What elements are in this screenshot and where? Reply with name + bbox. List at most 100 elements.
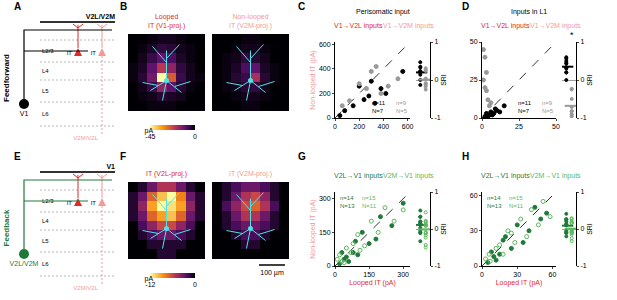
- svg-text:L5: L5: [42, 238, 49, 244]
- svg-text:0: 0: [327, 114, 331, 121]
- svg-text:V1: V1: [106, 163, 115, 170]
- svg-text:100 µm: 100 µm: [260, 269, 284, 277]
- svg-text:V2M/V2L: V2M/V2L: [73, 285, 98, 291]
- svg-text:L2/3: L2/3: [42, 48, 54, 54]
- svg-text:V1: V1: [20, 110, 29, 117]
- svg-text:pA: pA: [145, 127, 154, 135]
- svg-text:V2L/V2M: V2L/V2M: [86, 13, 115, 20]
- svg-text:F: F: [120, 151, 126, 162]
- svg-text:V2L/V2M: V2L/V2M: [10, 260, 39, 267]
- svg-text:SRI: SRI: [440, 74, 447, 86]
- svg-text:IT: IT: [91, 50, 97, 56]
- svg-text:-1: -1: [434, 262, 440, 269]
- svg-text:-1: -1: [434, 114, 440, 121]
- svg-text:Perisomatic input: Perisomatic input: [356, 8, 410, 16]
- svg-text:0: 0: [193, 133, 197, 140]
- svg-text:0: 0: [474, 262, 478, 269]
- svg-text:n=15N=11: n=15N=11: [362, 195, 377, 209]
- svg-text:0: 0: [333, 271, 337, 278]
- svg-text:V1→V2L inputs: V1→V2L inputs: [481, 22, 530, 30]
- svg-text:L4: L4: [42, 218, 49, 224]
- svg-text:V2L→V1 inputs: V2L→V1 inputs: [334, 172, 383, 180]
- svg-text:IT: IT: [67, 200, 73, 206]
- svg-text:IT: IT: [91, 200, 97, 206]
- svg-text:600: 600: [319, 41, 331, 48]
- svg-text:L5: L5: [42, 88, 49, 94]
- svg-text:LoopedIT (V1-proj.): LoopedIT (V1-proj.): [148, 13, 185, 30]
- svg-text:0: 0: [434, 76, 438, 83]
- svg-text:n=14N=13: n=14N=13: [340, 195, 355, 209]
- svg-text:1: 1: [580, 188, 584, 195]
- svg-text:IT (V2M-proj.): IT (V2M-proj.): [229, 170, 272, 178]
- svg-text:pA: pA: [145, 275, 154, 283]
- svg-text:Non-looped IT (pA): Non-looped IT (pA): [309, 50, 317, 109]
- svg-text:E: E: [14, 151, 21, 162]
- svg-text:-45: -45: [145, 133, 155, 140]
- svg-text:60: 60: [470, 192, 478, 199]
- svg-text:Feedback: Feedback: [2, 209, 11, 246]
- svg-text:0: 0: [193, 281, 197, 288]
- svg-text:0: 0: [480, 271, 484, 278]
- svg-text:Non-loopedIT (V2M-proj.): Non-loopedIT (V2M-proj.): [229, 13, 272, 30]
- svg-text:1: 1: [434, 38, 438, 45]
- svg-text:200: 200: [353, 123, 365, 130]
- svg-text:0: 0: [580, 225, 584, 232]
- svg-text:SRI: SRI: [440, 223, 447, 235]
- svg-text:150: 150: [319, 229, 331, 236]
- svg-text:V2L→V1 inputs: V2L→V1 inputs: [481, 172, 530, 180]
- svg-text:IT (V2L-proj.): IT (V2L-proj.): [146, 170, 187, 178]
- svg-text:V2M→V1 inputs: V2M→V1 inputs: [383, 172, 434, 180]
- svg-text:V2M→V1 inputs: V2M→V1 inputs: [530, 172, 581, 180]
- svg-text:Looped IT (pA): Looped IT (pA): [349, 279, 396, 287]
- svg-text:n=9N=5: n=9N=5: [542, 100, 554, 114]
- svg-text:-1: -1: [580, 114, 586, 121]
- svg-text:V1→V2M inputs: V1→V2M inputs: [530, 22, 581, 30]
- svg-text:H: H: [462, 151, 469, 162]
- svg-text:0: 0: [474, 114, 478, 121]
- svg-text:SRI: SRI: [586, 74, 593, 86]
- svg-text:V1→V2L inputs: V1→V2L inputs: [334, 22, 383, 30]
- svg-text:L4: L4: [42, 68, 49, 74]
- svg-text:1: 1: [434, 188, 438, 195]
- svg-text:30: 30: [470, 227, 478, 234]
- svg-text:600: 600: [402, 123, 414, 130]
- svg-text:n=11N=7: n=11N=7: [372, 100, 386, 114]
- svg-text:200: 200: [319, 90, 331, 97]
- svg-text:L6: L6: [42, 261, 49, 267]
- svg-text:1: 1: [580, 38, 584, 45]
- svg-text:300: 300: [397, 271, 409, 278]
- svg-text:-1: -1: [580, 262, 586, 269]
- svg-text:300: 300: [319, 195, 331, 202]
- svg-text:C: C: [298, 1, 305, 12]
- svg-text:SRI: SRI: [586, 223, 593, 235]
- svg-text:0: 0: [580, 76, 584, 83]
- svg-text:n=11N=7: n=11N=7: [518, 100, 532, 114]
- svg-text:Inputs in L1: Inputs in L1: [511, 8, 547, 16]
- svg-text:25: 25: [470, 76, 478, 83]
- svg-text:Non-looped IT (pA): Non-looped IT (pA): [309, 199, 317, 258]
- svg-text:*: *: [570, 30, 574, 40]
- svg-text:L2/3: L2/3: [42, 198, 54, 204]
- svg-text:400: 400: [378, 123, 390, 130]
- svg-text:A: A: [14, 1, 21, 12]
- svg-text:400: 400: [319, 65, 331, 72]
- svg-text:60: 60: [549, 271, 557, 278]
- svg-text:V1→V2M inputs: V1→V2M inputs: [383, 22, 434, 30]
- svg-text:n=15N=11: n=15N=11: [509, 195, 524, 209]
- svg-text:0: 0: [480, 123, 484, 130]
- svg-text:n=9N=5: n=9N=5: [396, 100, 408, 114]
- svg-text:150: 150: [363, 271, 375, 278]
- svg-text:0: 0: [434, 225, 438, 232]
- svg-text:30: 30: [513, 271, 521, 278]
- svg-text:L6: L6: [42, 111, 49, 117]
- svg-text:Feedforward: Feedforward: [2, 54, 11, 102]
- svg-text:50: 50: [470, 38, 478, 45]
- svg-text:V2M/V2L: V2M/V2L: [73, 135, 98, 141]
- svg-text:50: 50: [552, 123, 560, 130]
- svg-text:Looped IT (pA): Looped IT (pA): [496, 279, 543, 287]
- svg-text:-12: -12: [145, 281, 155, 288]
- svg-text:G: G: [298, 151, 306, 162]
- svg-text:25: 25: [515, 123, 523, 130]
- svg-text:0: 0: [327, 262, 331, 269]
- svg-text:n=14N=13: n=14N=13: [487, 195, 502, 209]
